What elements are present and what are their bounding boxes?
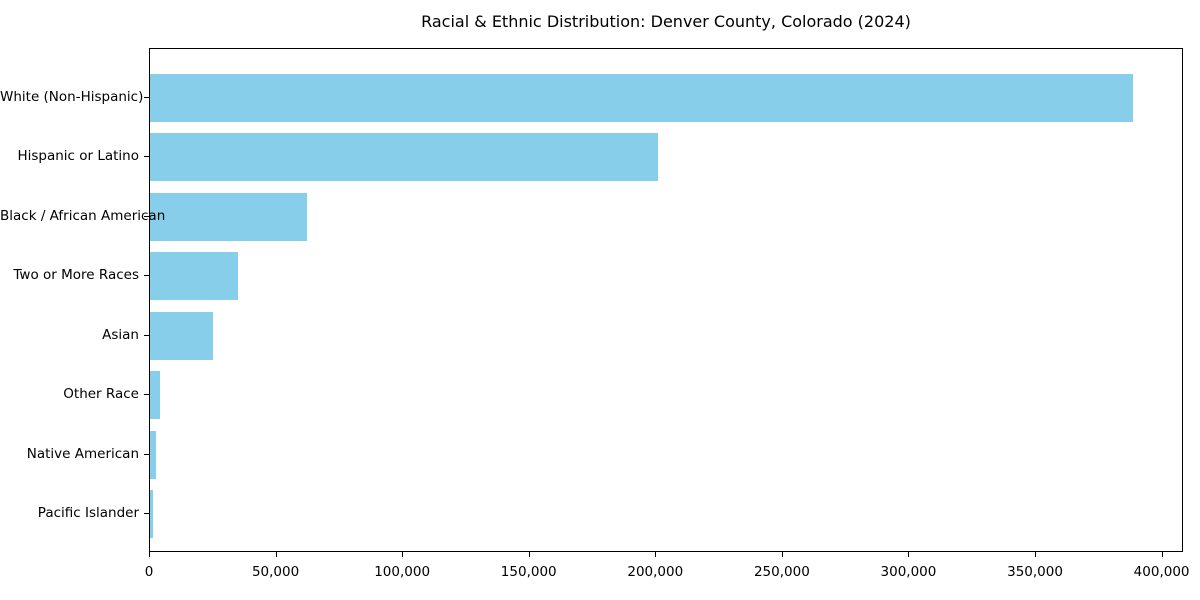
y-axis-label: Native American <box>26 445 139 462</box>
x-tick-label: 300,000 <box>880 564 937 580</box>
y-axis-label: Asian <box>102 326 139 343</box>
x-tick <box>781 552 783 557</box>
y-tick <box>144 215 149 217</box>
y-tick <box>144 96 149 98</box>
y-tick <box>144 394 149 395</box>
bar <box>150 371 161 419</box>
x-tick <box>1035 552 1037 557</box>
x-tick <box>655 552 657 557</box>
x-tick <box>1161 552 1163 557</box>
plot-area <box>149 48 1183 552</box>
x-tick <box>402 552 404 557</box>
x-tick-label: 0 <box>144 564 154 580</box>
y-tick <box>144 275 149 276</box>
x-tick-label: 250,000 <box>753 564 810 580</box>
y-tick <box>144 156 149 157</box>
x-tick <box>275 552 277 557</box>
x-tick-label: 350,000 <box>1007 564 1063 580</box>
bar <box>150 311 214 360</box>
x-tick-label: 400,000 <box>1133 564 1190 580</box>
y-axis-label: Other Race <box>63 386 139 402</box>
x-tick-label: 200,000 <box>627 564 684 580</box>
x-tick-label: 150,000 <box>500 564 557 580</box>
y-axis-label: Hispanic or Latino <box>17 148 139 164</box>
x-tick <box>149 552 150 557</box>
y-axis-label: Two or More Races <box>13 267 139 283</box>
bar <box>150 133 658 181</box>
y-axis-label: White (Non-Hispanic) <box>0 88 144 105</box>
y-tick <box>144 334 149 336</box>
bar <box>150 252 239 300</box>
bar <box>150 192 307 241</box>
y-tick <box>144 453 149 455</box>
y-tick <box>144 513 149 514</box>
bar <box>150 73 1133 122</box>
bar <box>150 430 156 479</box>
x-tick-label: 100,000 <box>374 564 431 580</box>
x-tick-label: 50,000 <box>251 564 300 580</box>
x-tick <box>908 552 910 557</box>
y-axis-label: Pacific Islander <box>37 505 139 521</box>
chart-title: Racial & Ethnic Distribution: Denver Cou… <box>421 12 911 31</box>
x-tick <box>528 552 530 557</box>
bar <box>150 490 153 538</box>
y-axis-label: Black / African American <box>0 207 166 224</box>
